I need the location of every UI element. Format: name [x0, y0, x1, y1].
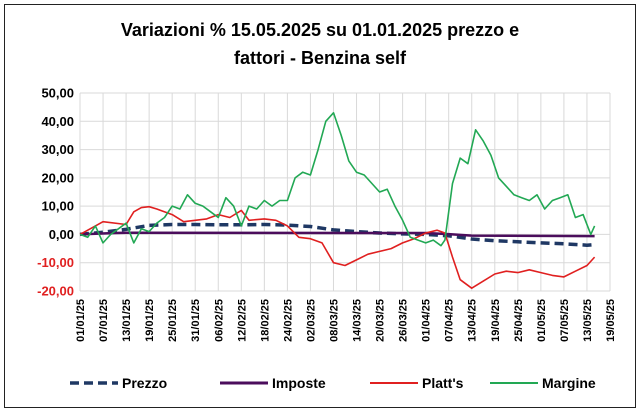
x-tick-label: 31/01/25 [190, 299, 202, 342]
x-tick-label: 13/01/25 [121, 299, 133, 342]
legend-label-platts: Platt's [422, 375, 464, 391]
y-tick-label: 10,00 [41, 199, 74, 214]
legend-label-margine: Margine [542, 375, 596, 391]
x-axis-ticks: 01/01/25 07/01/25 13/01/25 19/01/25 25/01/25… [75, 299, 617, 342]
y-tick-label: 50,00 [41, 86, 74, 101]
x-tick-label: 19/04/25 [490, 299, 502, 342]
x-tick-label: 13/04/25 [467, 299, 479, 342]
y-tick-label: 20,00 [41, 170, 74, 185]
x-tick-label: 01/01/25 [75, 299, 87, 342]
x-tick-label: 07/01/25 [98, 299, 110, 342]
x-tick-label: 25/01/25 [167, 299, 179, 342]
x-tick-label: 07/05/25 [559, 299, 571, 342]
legend-label-imposte: Imposte [272, 375, 326, 391]
series-lines [79, 112, 596, 290]
y-tick-label: 30,00 [41, 142, 74, 157]
x-tick-label: 06/02/25 [213, 299, 225, 342]
series-line-prezzo [79, 222, 595, 247]
x-tick-label: 24/02/25 [282, 299, 294, 342]
x-tick-label: 18/02/25 [259, 299, 271, 342]
chart-legend: Prezzo Imposte Platt's Margine [70, 375, 596, 391]
x-tick-label: 19/01/25 [144, 299, 156, 342]
plot-grid [79, 92, 611, 292]
x-tick-label: 01/05/25 [536, 299, 548, 342]
x-tick-label: 12/02/25 [236, 299, 248, 342]
x-tick-label: 14/03/25 [352, 299, 364, 342]
y-axis-ticks: 50,00 40,00 30,00 20,00 10,00 0,00 -10,00 -20,0… [37, 86, 74, 299]
x-tick-label: 13/05/25 [582, 299, 594, 342]
chart-title-line1: Variazioni % 15.05.2025 su 01.01.2025 pr… [121, 20, 519, 40]
x-tick-label: 08/03/25 [328, 299, 340, 342]
x-tick-label: 26/03/25 [398, 299, 410, 342]
x-tick-label: 19/05/25 [605, 299, 617, 342]
series-line-margine [79, 112, 596, 247]
y-tick-label: 0,00 [49, 227, 74, 242]
y-tick-label: 40,00 [41, 114, 74, 129]
x-tick-label: 02/03/25 [305, 299, 317, 342]
y-tick-label: -20,00 [37, 284, 74, 299]
y-tick-label: -10,00 [37, 255, 74, 270]
x-tick-label: 20/03/25 [375, 299, 387, 342]
chart-title-line2: fattori - Benzina self [234, 48, 407, 68]
x-tick-label: 01/04/25 [421, 299, 433, 342]
x-tick-label: 25/04/25 [513, 299, 525, 342]
x-tick-label: 07/04/25 [444, 299, 456, 342]
legend-label-prezzo: Prezzo [122, 375, 167, 391]
